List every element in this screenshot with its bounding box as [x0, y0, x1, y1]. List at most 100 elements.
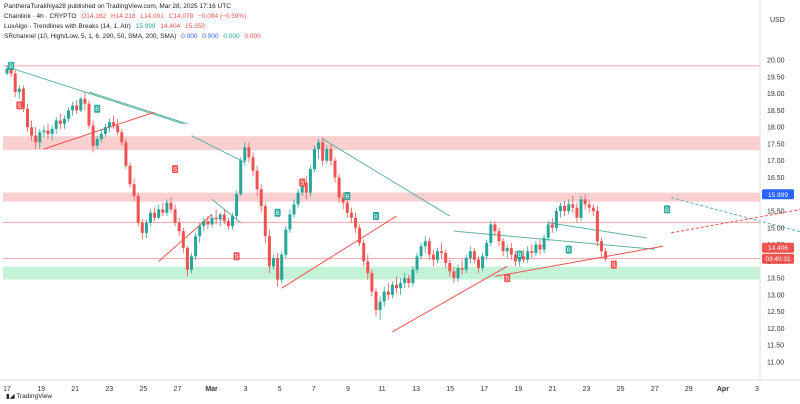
indicator-2-v2: 0.000: [202, 33, 219, 40]
candle-body: [423, 241, 427, 247]
break-marker-box: [344, 191, 351, 200]
y-tick-5: 17.50: [767, 141, 785, 148]
candle-60: [251, 152, 255, 176]
indicator-1-name: LuxAlgo - Trendlines with Breaks (14, 1,…: [4, 23, 131, 30]
candle-119: [493, 221, 497, 237]
candle-143: [591, 204, 595, 217]
candle-84: [349, 207, 353, 223]
candle-121: [501, 237, 505, 257]
candle-16: [71, 102, 75, 116]
currency-label: USD: [770, 17, 785, 24]
candle-115: [477, 256, 480, 274]
candle-44: [185, 246, 189, 277]
candle-123: [509, 242, 513, 260]
break-marker-box: [565, 245, 572, 254]
indicator-price-tag: 15.999: [762, 189, 794, 200]
candle-body: [542, 237, 546, 250]
candle-body: [17, 88, 21, 92]
indicator-2-v1: 0.000: [181, 33, 198, 40]
break-marker-label: B: [374, 214, 378, 220]
candle-97: [403, 273, 407, 289]
break-marker-label: B: [567, 248, 571, 254]
y-tick-16: 12.00: [767, 326, 785, 333]
candle-body: [149, 212, 152, 223]
candle-body: [354, 217, 357, 228]
candle-body: [526, 251, 530, 260]
x-tick-10: 9: [346, 386, 350, 393]
candle-23: [99, 128, 103, 143]
break-marker-label: S: [612, 263, 616, 269]
candle-144: [595, 206, 599, 247]
candle-75: [313, 145, 316, 173]
break-marker-box: [274, 208, 281, 217]
candle-body: [173, 209, 177, 223]
candle-138: [571, 195, 575, 213]
candle-body: [5, 68, 9, 74]
indicator-2-name: SRchannel (10, High/Low, 5, 1, 6, 290, 5…: [4, 33, 177, 40]
candle-98: [407, 274, 411, 289]
candle-43: [181, 227, 185, 253]
candle-body: [259, 189, 263, 206]
x-tick-14: 17: [480, 386, 488, 393]
candle-126: [522, 249, 526, 264]
candle-0: [5, 65, 9, 76]
candle-32: [136, 192, 140, 227]
candle-body: [99, 133, 103, 139]
candle-38: [161, 202, 165, 217]
candle-body: [415, 256, 419, 270]
candle-87: [362, 239, 366, 267]
candle-89: [370, 269, 374, 297]
trendline-up-7: [43, 111, 155, 150]
candle-31: [132, 179, 136, 201]
candle-78: [325, 145, 329, 165]
candle-body: [395, 284, 398, 289]
break-marker-box: [8, 61, 15, 70]
candle-body: [518, 256, 521, 262]
candle-21: [91, 120, 95, 153]
candle-body: [587, 204, 591, 208]
candle-body: [54, 120, 58, 129]
candle-body: [185, 247, 189, 270]
candle-body: [165, 202, 169, 213]
candle-body: [58, 120, 62, 124]
trendline-up-11: [494, 245, 664, 277]
candle-body: [263, 206, 267, 237]
support-zone-2: [3, 266, 760, 280]
candle-body: [497, 231, 501, 242]
candle-body: [153, 212, 157, 218]
break-marker-label: B: [665, 208, 669, 214]
candle-13: [58, 113, 62, 129]
candle-body: [329, 148, 333, 161]
candle-18: [79, 97, 83, 113]
candle-113: [468, 246, 472, 264]
candle-69: [288, 209, 292, 233]
x-tick-17: 23: [583, 386, 591, 393]
candle-body: [272, 257, 275, 267]
candle-124: [513, 251, 517, 267]
break-marker-box: [373, 212, 379, 221]
break-marker-3: S: [172, 165, 179, 174]
candle-body: [21, 88, 25, 109]
candle-body: [308, 169, 312, 193]
y-tick-3: 18.50: [767, 108, 785, 115]
countdown-tag: 03:40:31: [762, 253, 794, 264]
candle-body: [140, 222, 144, 233]
candle-body: [210, 217, 214, 225]
candle-body: [181, 231, 185, 248]
candle-49: [206, 216, 210, 230]
candle-body: [600, 241, 603, 252]
candle-body: [370, 273, 374, 292]
candle-body: [444, 252, 448, 264]
candle-139: [575, 202, 579, 223]
candle-body: [567, 204, 571, 212]
candle-body: [522, 256, 526, 260]
indicator-price-tag-text: 15.999: [768, 192, 788, 199]
x-tick-2: 21: [71, 386, 79, 393]
y-tick-4: 18.00: [767, 125, 785, 132]
candle-body: [239, 160, 243, 195]
candle-129: [534, 241, 538, 257]
candle-135: [559, 202, 562, 218]
candle-body: [103, 127, 107, 134]
break-marker-label: S: [173, 168, 177, 174]
